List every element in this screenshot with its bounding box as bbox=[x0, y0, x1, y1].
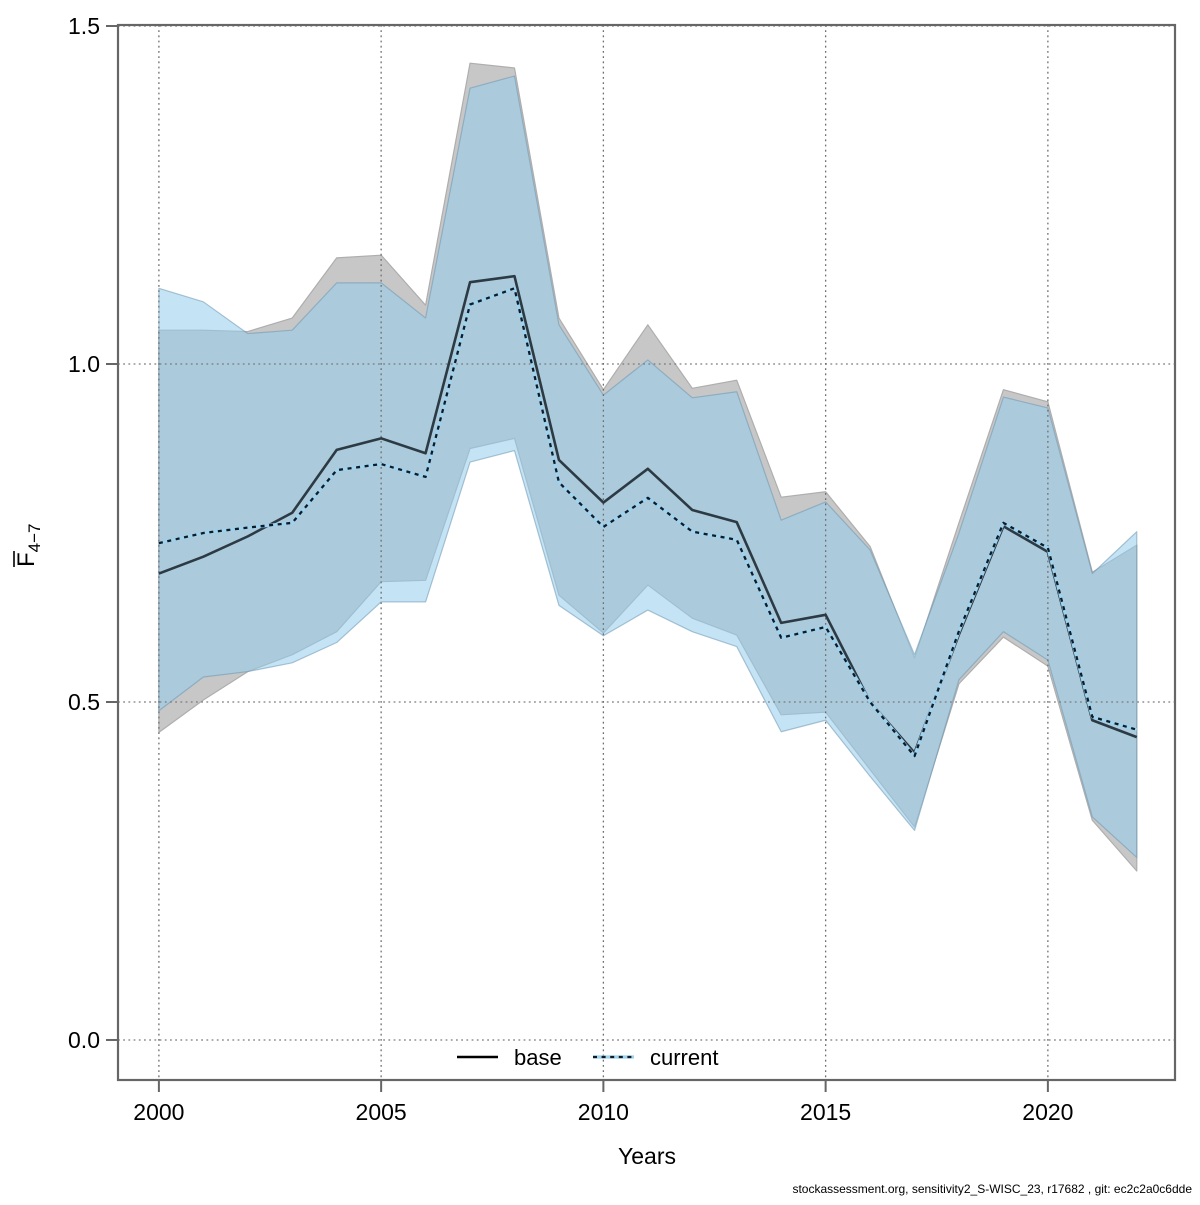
y-axis-title-text: F4−7 bbox=[13, 523, 44, 567]
band-current bbox=[158, 75, 1138, 859]
y-axis-title: F4−7 bbox=[13, 523, 44, 567]
confidence-bands-layer bbox=[158, 62, 1138, 872]
legend-item-current: current bbox=[593, 1045, 718, 1070]
x-tick-label-2010: 2010 bbox=[578, 1099, 629, 1125]
legend-item-base: base bbox=[457, 1045, 562, 1070]
y-tick-label-0.5: 0.5 bbox=[68, 689, 100, 715]
axis-ticks-layer: 2000 2005 2010 2015 2020 0.0 0.5 1.0 1.5 bbox=[68, 13, 1073, 1125]
gridlines-layer bbox=[118, 25, 1175, 1080]
x-tick-label-2000: 2000 bbox=[133, 1099, 184, 1125]
y-tick-label-1.5: 1.5 bbox=[68, 13, 100, 39]
plot-frame-layer bbox=[116, 23, 1177, 1082]
mean-lines-layer bbox=[158, 274, 1138, 758]
plot-frame bbox=[116, 23, 1177, 1082]
x-tick-label-2005: 2005 bbox=[356, 1099, 407, 1125]
y-tick-label-0: 0.0 bbox=[68, 1027, 100, 1053]
legend-current-label: current bbox=[650, 1045, 718, 1070]
x-tick-label-2015: 2015 bbox=[800, 1099, 851, 1125]
legend-base-label: base bbox=[514, 1045, 562, 1070]
x-axis-title: Years bbox=[618, 1143, 676, 1169]
x-tick-label-2020: 2020 bbox=[1022, 1099, 1073, 1125]
y-tick-label-1: 1.0 bbox=[68, 351, 100, 377]
legend: base current bbox=[457, 1045, 718, 1070]
mean-line-current bbox=[158, 287, 1138, 758]
footer-citation: stockassessment.org, sensitivity2_S-WISC… bbox=[792, 1182, 1192, 1196]
